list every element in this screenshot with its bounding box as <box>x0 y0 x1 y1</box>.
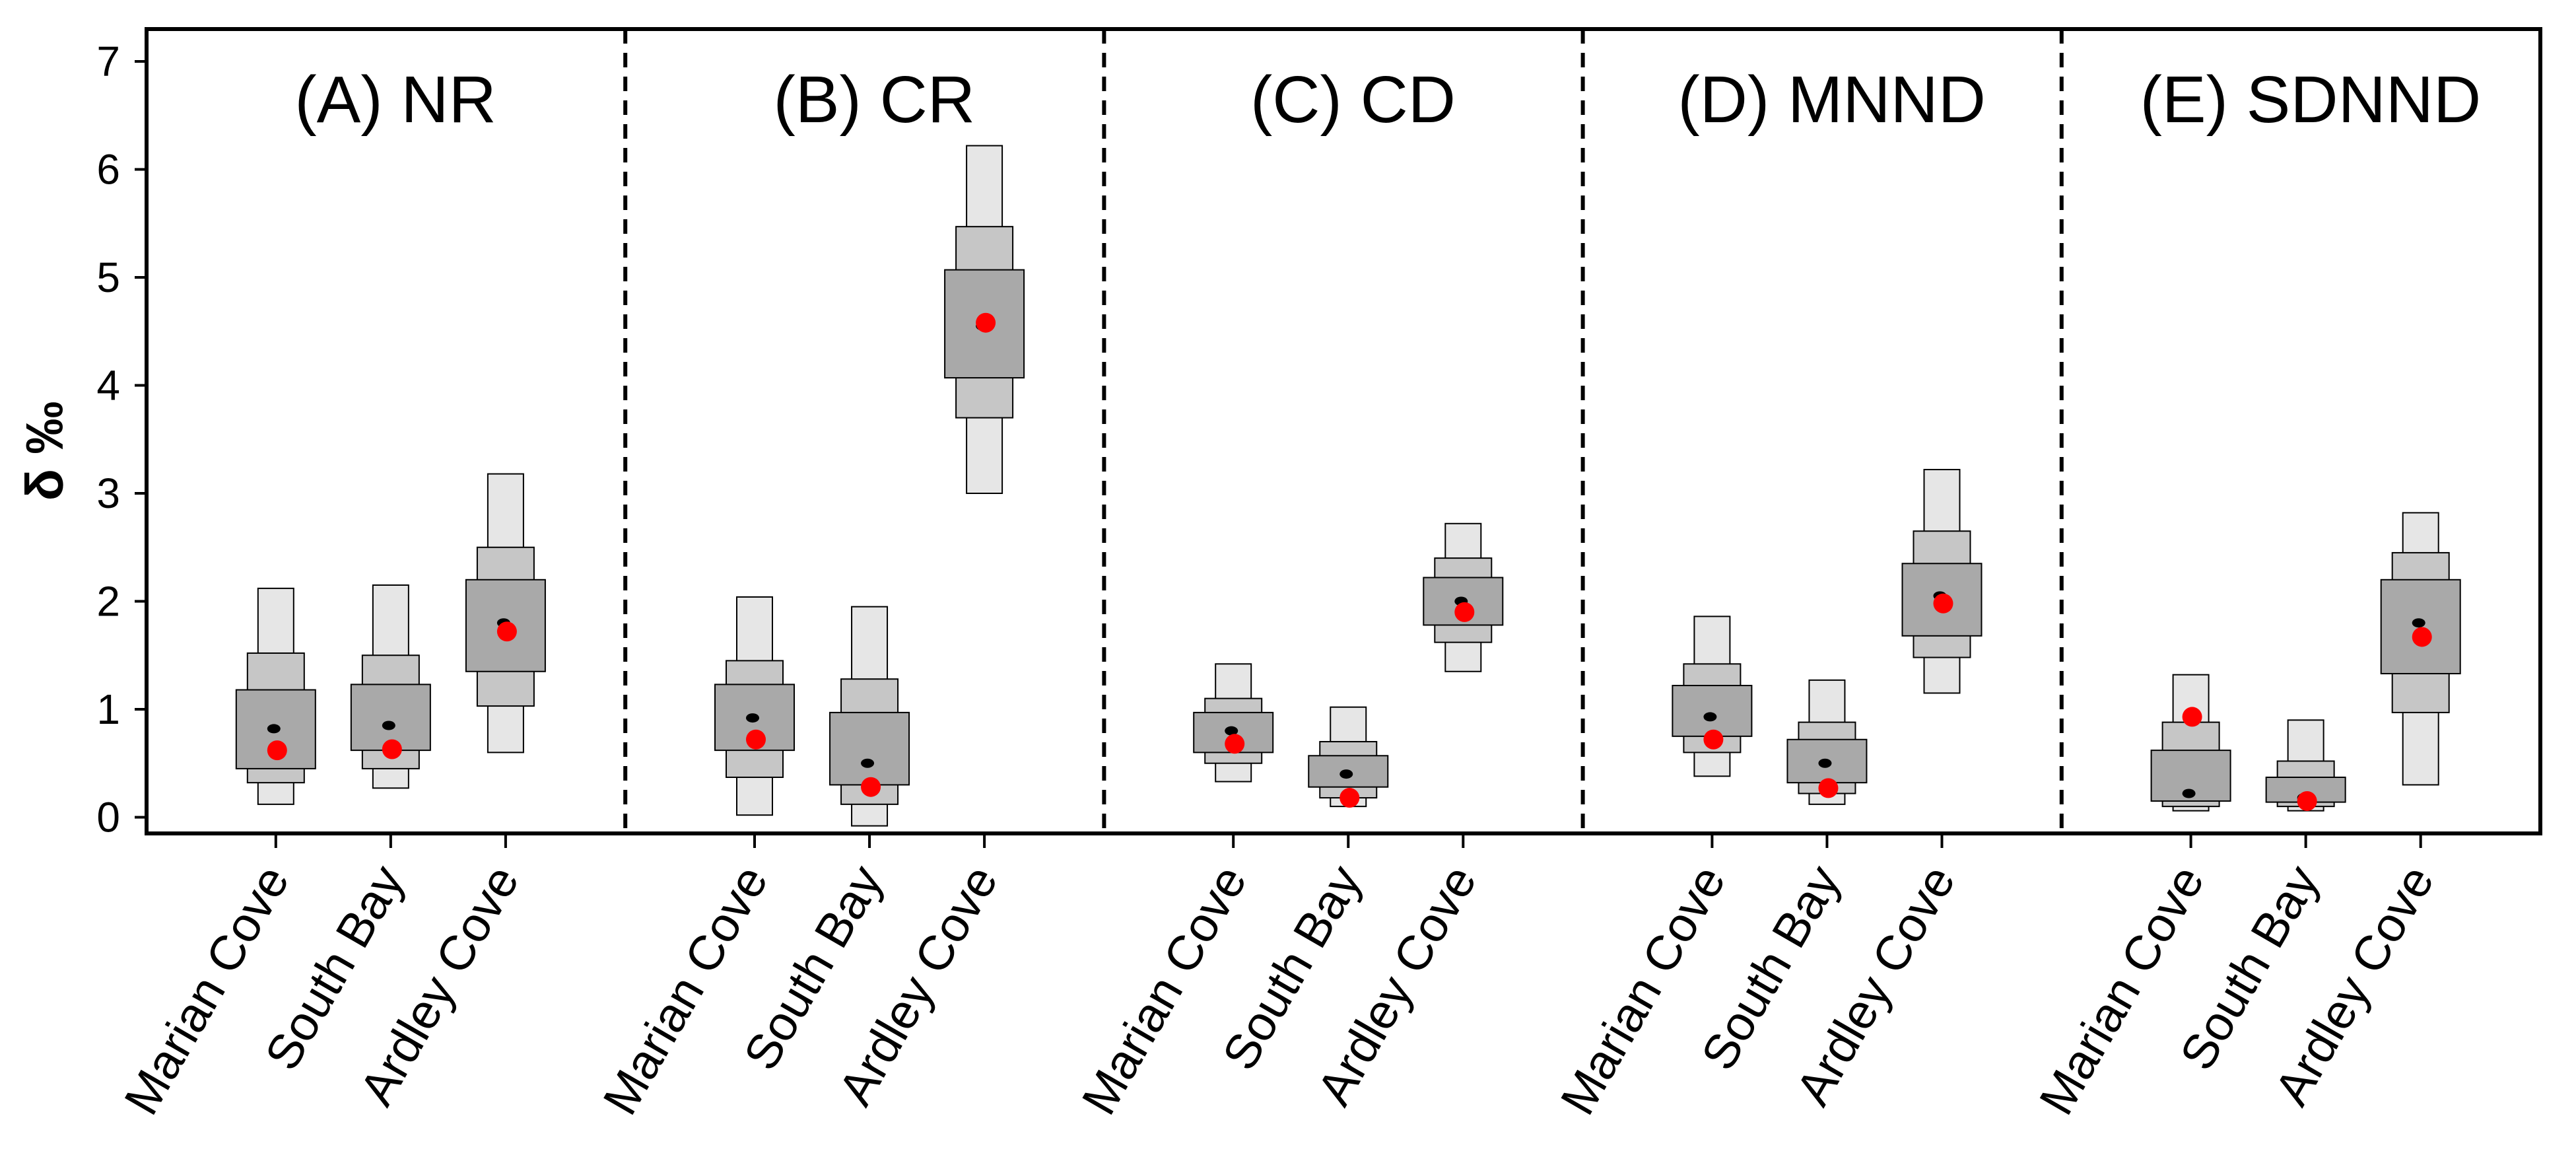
y-tick-label: 4 <box>96 362 120 409</box>
mode-point <box>1818 758 1832 768</box>
credible-interval-50-box <box>1672 685 1753 737</box>
estimate-point <box>1339 788 1360 808</box>
mode-point <box>382 721 395 730</box>
y-tick-label: 0 <box>96 793 120 841</box>
y-tick-label: 3 <box>96 470 120 517</box>
panel-title: (A) NR <box>294 63 496 137</box>
estimate-point <box>976 312 996 333</box>
estimate-point <box>1454 602 1475 622</box>
estimate-point <box>382 739 402 759</box>
boxes-layer <box>235 145 2461 827</box>
credible-interval-50-box <box>829 711 910 786</box>
credible-interval-50-box <box>350 684 431 752</box>
x-tick-label: Marian Cove <box>1550 857 1736 1124</box>
mode-point <box>1225 726 1238 736</box>
frame-layer <box>135 27 2542 848</box>
mode-point <box>2412 618 2425 628</box>
estimate-point <box>2297 791 2317 811</box>
plot-frame <box>145 27 2542 835</box>
mode-point <box>746 713 760 723</box>
estimate-point <box>2412 627 2432 647</box>
panel-title: (C) CD <box>1250 63 1456 137</box>
estimate-point <box>1225 734 1245 754</box>
mode-point <box>267 724 281 734</box>
estimate-point <box>1933 593 1953 614</box>
panel-title: (E) SDNND <box>2140 63 2482 137</box>
estimate-point <box>267 740 287 761</box>
mode-point <box>861 758 875 768</box>
x-tick-label: Marian Cove <box>2029 857 2215 1124</box>
estimate-point <box>746 729 766 750</box>
x-tick-label: Marian Cove <box>1071 857 1257 1124</box>
estimate-point <box>1818 778 1839 798</box>
y-tick-label: 6 <box>96 146 120 194</box>
credible-interval-50-box <box>1308 755 1389 788</box>
y-tick-label: 2 <box>96 577 120 625</box>
estimate-point <box>861 777 881 797</box>
x-tick-label: Marian Cove <box>114 857 300 1124</box>
estimate-point <box>1703 729 1724 750</box>
mode-point <box>1339 769 1353 779</box>
y-axis-label: δ ‰ <box>15 402 74 501</box>
y-tick-label: 1 <box>96 686 120 733</box>
mode-point <box>1703 712 1717 722</box>
x-tick-label: Marian Cove <box>592 857 778 1124</box>
panel-title: (B) CR <box>774 63 976 137</box>
y-tick-label: 7 <box>96 38 120 85</box>
credible-interval-50-box <box>2150 750 2231 802</box>
mode-point <box>2182 789 2196 798</box>
y-tick-label: 5 <box>96 254 120 301</box>
estimate-point <box>2182 707 2202 727</box>
estimate-point <box>496 621 517 642</box>
panel-title: (D) MNND <box>1678 63 1986 137</box>
